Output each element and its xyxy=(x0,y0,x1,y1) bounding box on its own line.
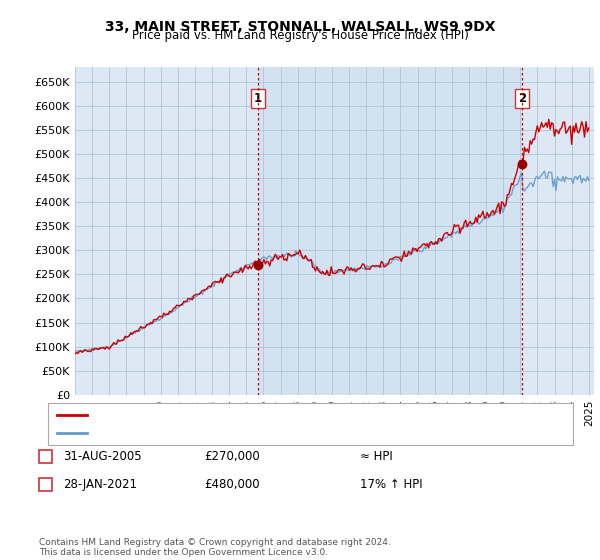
Text: 28-JAN-2021: 28-JAN-2021 xyxy=(63,478,137,491)
Text: £480,000: £480,000 xyxy=(204,478,260,491)
Text: 31-AUG-2005: 31-AUG-2005 xyxy=(63,450,142,463)
Text: 1: 1 xyxy=(42,451,49,461)
Text: 33, MAIN STREET, STONNALL, WALSALL, WS9 9DX: 33, MAIN STREET, STONNALL, WALSALL, WS9 … xyxy=(105,20,495,34)
Text: 2: 2 xyxy=(42,479,49,489)
Text: 1: 1 xyxy=(254,92,262,105)
Text: 33, MAIN STREET, STONNALL, WALSALL, WS9 9DX (detached house): 33, MAIN STREET, STONNALL, WALSALL, WS9 … xyxy=(91,410,447,420)
Text: ≈ HPI: ≈ HPI xyxy=(360,450,393,463)
Text: £270,000: £270,000 xyxy=(204,450,260,463)
Text: 2: 2 xyxy=(518,92,526,105)
Text: 17% ↑ HPI: 17% ↑ HPI xyxy=(360,478,422,491)
Text: Price paid vs. HM Land Registry's House Price Index (HPI): Price paid vs. HM Land Registry's House … xyxy=(131,29,469,42)
Text: HPI: Average price, detached house, Lichfield: HPI: Average price, detached house, Lich… xyxy=(91,428,328,438)
Text: Contains HM Land Registry data © Crown copyright and database right 2024.
This d: Contains HM Land Registry data © Crown c… xyxy=(39,538,391,557)
Bar xyxy=(258,67,522,395)
